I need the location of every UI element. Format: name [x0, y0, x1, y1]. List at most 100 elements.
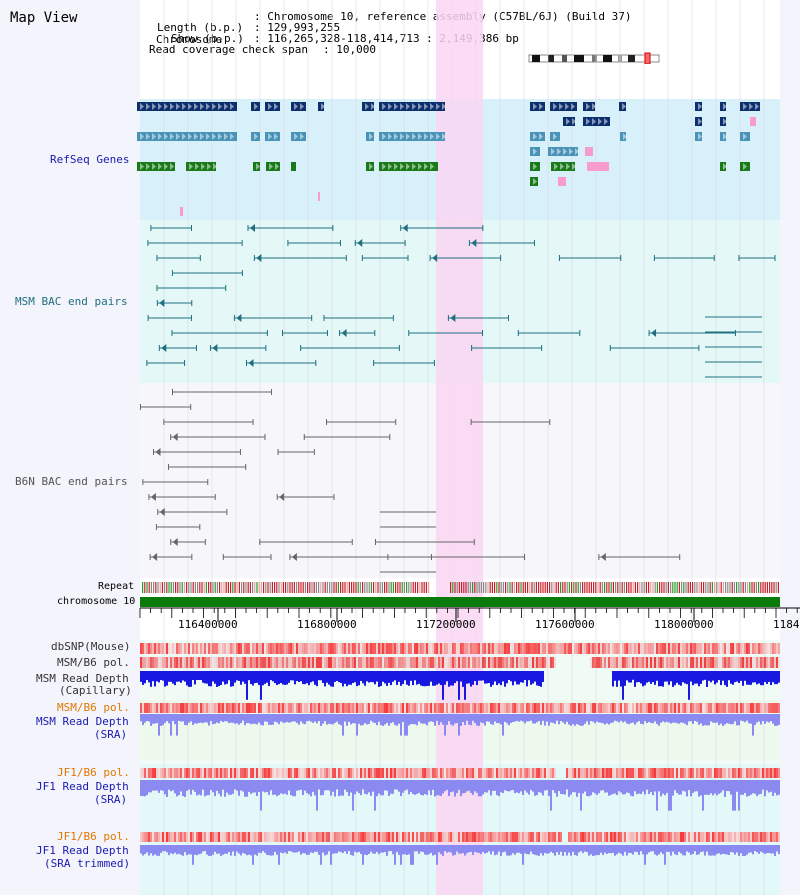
heat-mark: [462, 703, 464, 713]
depth-bar: [272, 671, 274, 682]
track-label-msm-b6-pol-1[interactable]: MSM/B6 pol.: [57, 656, 130, 669]
heat-mark: [216, 643, 218, 654]
depth-bar: [524, 780, 526, 791]
heat-mark: [354, 643, 356, 654]
depth-bar: [378, 780, 380, 794]
heat-mark: [730, 703, 732, 713]
heat-mark: [148, 832, 150, 842]
heat-mark: [742, 657, 744, 668]
heat-mark: [216, 768, 218, 778]
depth-bar: [586, 845, 588, 853]
repeat-mark: [377, 582, 379, 593]
heat-mark: [184, 643, 186, 654]
depth-bar: [556, 714, 558, 721]
track-label-msm-depth-cap[interactable]: MSM Read Depth: [36, 672, 129, 685]
repeat-mark: [276, 582, 278, 593]
heat-mark: [542, 643, 544, 654]
depth-bar: [376, 714, 378, 726]
track-label-repeat[interactable]: Repeat: [98, 581, 135, 592]
heat-mark: [158, 657, 160, 668]
track-label-b6n-bac[interactable]: B6N BAC end pairs: [15, 475, 128, 488]
depth-bar: [140, 714, 142, 722]
track-label-msm-depth-sra[interactable]: MSM Read Depth: [36, 715, 129, 728]
heat-mark: [270, 832, 272, 842]
track-label-msm-b6-pol-2[interactable]: MSM/B6 pol.: [57, 701, 130, 714]
repeat-mark: [271, 582, 273, 593]
heat-mark: [398, 768, 400, 778]
heat-mark: [312, 657, 314, 668]
track-label-msm-bac[interactable]: MSM BAC end pairs: [15, 295, 128, 308]
depth-bar: [592, 845, 594, 856]
heat-mark: [258, 657, 260, 668]
heat-mark: [188, 768, 190, 778]
track-label-jf1-depth-trim[interactable]: JF1 Read Depth: [36, 844, 129, 857]
coverage-label: Read coverage check span: [149, 43, 308, 56]
depth-bar: [712, 780, 714, 796]
depth-bar: [618, 671, 620, 681]
heat-mark: [392, 657, 394, 668]
repeat-mark: [205, 582, 207, 593]
gene-arrow: [382, 133, 386, 140]
heat-mark: [326, 703, 328, 713]
heat-mark: [750, 703, 752, 713]
depth-bar: [226, 671, 228, 684]
repeat-mark: [645, 582, 647, 593]
heat-mark: [614, 643, 616, 654]
heat-mark: [228, 643, 230, 654]
repeat-mark: [665, 582, 667, 593]
heat-mark: [390, 703, 392, 713]
heat-mark: [498, 768, 500, 778]
heat-mark: [752, 768, 754, 778]
gene-arrow: [158, 103, 162, 110]
heat-mark: [386, 657, 388, 668]
repeat-mark: [584, 582, 586, 593]
heat-mark: [688, 643, 690, 654]
depth-bar: [496, 845, 498, 855]
heat-mark: [732, 768, 734, 778]
heat-mark: [248, 643, 250, 654]
depth-bar: [746, 671, 748, 685]
chromosome-ideogram[interactable]: [528, 52, 660, 64]
heat-mark: [580, 703, 582, 713]
heat-mark: [542, 832, 544, 842]
heat-mark: [622, 768, 624, 778]
heat-mark: [528, 768, 530, 778]
depth-bar: [680, 671, 682, 686]
repeat-mark: [562, 582, 564, 593]
track-label-dbsnp[interactable]: dbSNP(Mouse): [51, 640, 131, 653]
depth-bar: [536, 845, 538, 856]
depth-bar: [730, 780, 732, 795]
heat-mark: [458, 703, 460, 713]
heat-mark: [374, 657, 376, 668]
depth-bar: [352, 845, 354, 856]
heat-mark: [146, 643, 148, 654]
heat-mark: [770, 657, 772, 668]
depth-bar: [202, 714, 204, 724]
heat-mark: [460, 703, 462, 713]
heat-mark: [660, 832, 662, 842]
heat-mark: [630, 703, 632, 713]
track-label-jf1-b6-pol-2[interactable]: JF1/B6 pol.: [57, 830, 130, 843]
depth-bar: [400, 714, 402, 736]
heat-mark: [634, 832, 636, 842]
heat-mark: [664, 703, 666, 713]
depth-bar: [524, 845, 526, 854]
track-label-jf1-b6-pol-1[interactable]: JF1/B6 pol.: [57, 766, 130, 779]
bac-end-arrow: [357, 239, 363, 247]
heat-mark: [206, 832, 208, 842]
depth-bar: [652, 845, 654, 852]
depth-bar: [264, 845, 266, 853]
heat-mark: [192, 832, 194, 842]
track-label-refseq[interactable]: RefSeq Genes: [50, 153, 130, 166]
depth-bar: [402, 671, 404, 685]
repeat-mark: [335, 582, 337, 593]
repeat-mark: [610, 582, 612, 593]
repeat-mark: [762, 582, 764, 593]
heat-mark: [470, 657, 472, 668]
depth-bar: [706, 845, 708, 852]
gene-arrow: [140, 133, 144, 140]
heat-mark: [386, 832, 388, 842]
repeat-mark: [714, 582, 716, 593]
track-label-jf1-depth-sra[interactable]: JF1 Read Depth: [36, 780, 129, 793]
